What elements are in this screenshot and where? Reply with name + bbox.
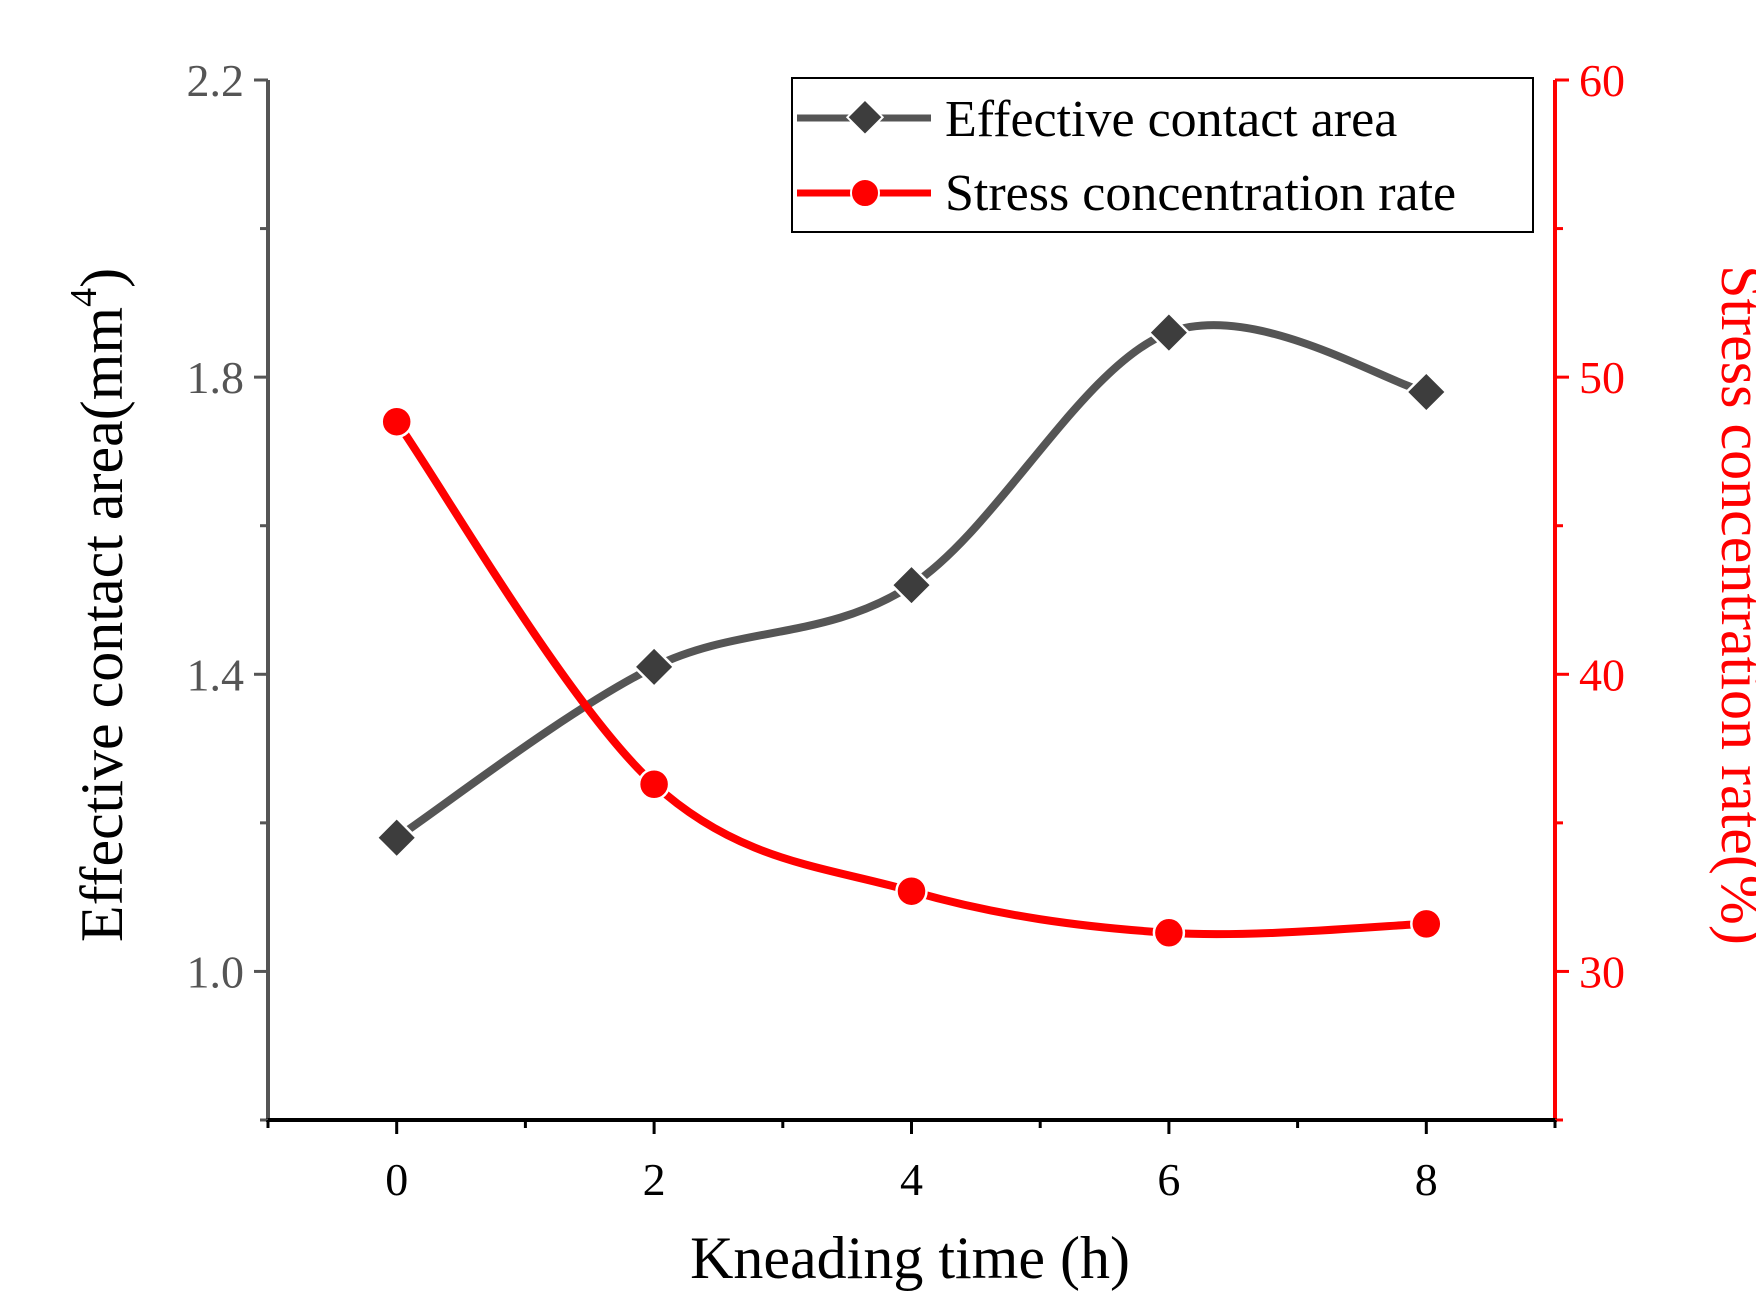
data-point-circle: [1152, 916, 1186, 950]
y2-axis-title: Stress concentration rate(%): [1709, 265, 1756, 945]
data-point-circle: [1410, 907, 1443, 941]
series-layer: [375, 311, 1448, 950]
y-axis-title: Effective contact area(mm4): [63, 268, 135, 942]
axes: 1.0 1.4 1.8 2.2 30 40 50 60 0 2 4 6 8: [187, 55, 1626, 1205]
legend-label-effective-contact-area: Effective contact area: [945, 91, 1397, 148]
data-point-circle: [895, 874, 928, 908]
series-1: [380, 405, 1443, 950]
y-axis-title-main: Effective contact area(mm: [69, 307, 135, 942]
series-0: [375, 311, 1448, 860]
data-point-circle: [380, 405, 413, 438]
data-point-circle: [637, 767, 671, 801]
data-point-diamond: [1147, 311, 1191, 355]
y-tick-label: 1.4: [187, 649, 245, 700]
legend-box: [791, 77, 1534, 233]
y2-tick-label: 60: [1579, 55, 1625, 106]
series-line-1: [392, 417, 1431, 939]
y-tick-label: 1.8: [187, 352, 245, 403]
x-tick-label: 6: [1157, 1154, 1180, 1205]
y-axis-title-superscript: 4: [63, 288, 105, 307]
x-axis-title: Kneading time (h): [690, 1225, 1130, 1291]
y2-tick-label: 50: [1579, 352, 1625, 403]
data-point-diamond: [375, 816, 419, 860]
legend-marker-circle: [850, 178, 880, 208]
y-tick-label: 2.2: [187, 55, 245, 106]
y2-tick-label: 30: [1579, 946, 1625, 997]
legend-label-stress-concentration-rate: Stress concentration rate: [945, 165, 1456, 222]
x-tick-label: 8: [1415, 1154, 1438, 1205]
data-point-diamond: [889, 563, 934, 607]
x-tick-label: 4: [900, 1154, 923, 1205]
y2-tick-label: 40: [1579, 649, 1625, 700]
x-tick-label: 0: [385, 1154, 408, 1205]
legend: Effective contact area Stress concentrat…: [791, 77, 1534, 233]
y-axis-title-close: ): [69, 268, 135, 288]
data-point-diamond: [632, 645, 676, 689]
data-point-diamond: [1404, 370, 1448, 414]
x-tick-label: 2: [643, 1154, 666, 1205]
y-tick-label: 1.0: [187, 946, 245, 997]
legend-marker-diamond: [845, 98, 885, 137]
